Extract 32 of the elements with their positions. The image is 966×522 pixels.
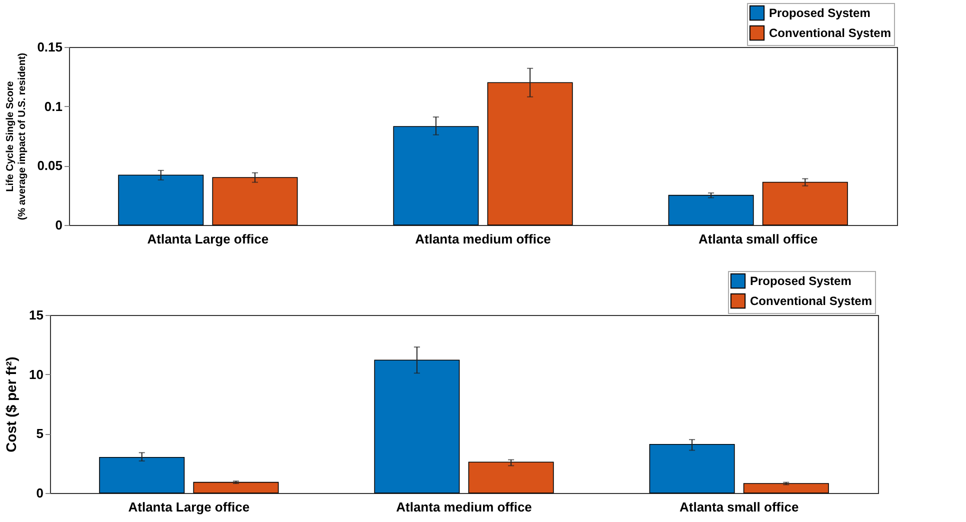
y-axis-title: Cost ($ per ft²)	[3, 356, 20, 452]
x-tick-label: Atlanta medium office	[415, 232, 551, 246]
bar	[118, 174, 204, 226]
bar	[374, 360, 460, 494]
bar	[212, 177, 298, 226]
y-tick-label: 10	[29, 366, 44, 382]
bar	[668, 194, 754, 226]
bar	[762, 182, 848, 226]
bar	[99, 457, 185, 494]
bar	[193, 482, 279, 494]
bar	[649, 444, 735, 494]
legend-label: Conventional System	[769, 26, 892, 40]
legend-label: Conventional System	[750, 294, 872, 308]
x-tick-label: Atlanta Large office	[147, 232, 269, 246]
y-tick-label: 5	[36, 426, 44, 442]
bar	[393, 126, 479, 226]
x-tick-label: Atlanta medium office	[396, 500, 532, 514]
bar	[468, 462, 554, 494]
x-tick-label: Atlanta small office	[698, 232, 818, 246]
x-tick-label: Atlanta Large office	[128, 500, 250, 514]
y-tick-label: 0	[36, 486, 44, 500]
x-tick-label: Atlanta small office	[679, 500, 799, 514]
y-tick-label: 0.1	[44, 98, 62, 114]
y-tick-label: 0.05	[37, 158, 62, 174]
y-tick-label: 15	[29, 308, 44, 322]
legend-label: Proposed System	[769, 6, 870, 20]
y-axis-title: Life Cycle Single Score (% average impact of U.S. resident)	[5, 52, 28, 220]
y-tick-label: 0	[55, 218, 62, 232]
legend-label: Proposed System	[750, 274, 852, 288]
bar	[487, 82, 573, 226]
bar	[743, 483, 829, 494]
y-tick-label: 0.15	[37, 40, 62, 54]
